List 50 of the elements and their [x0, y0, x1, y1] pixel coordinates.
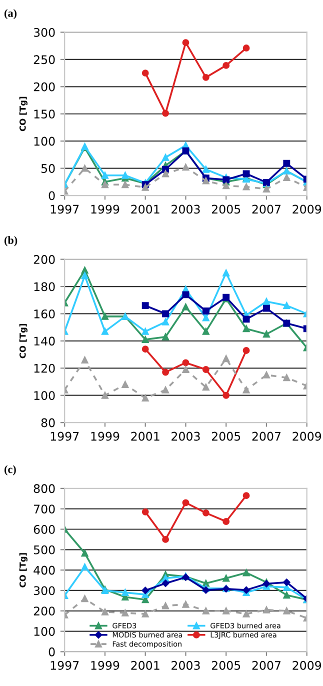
- x-tick-label: 1997: [50, 432, 79, 441]
- y-tick-label: 50: [41, 164, 55, 173]
- y-tick-label: 150: [34, 110, 55, 119]
- y-axis-title: CO [Tg]: [19, 96, 28, 132]
- y-tick-label: 0: [48, 647, 55, 656]
- y-tick-label: 100: [34, 391, 55, 400]
- y-tick-label: 120: [34, 364, 55, 373]
- x-tick-label: 2001: [131, 432, 160, 441]
- y-tick-label: 300: [34, 586, 55, 596]
- chart-title: (a): [4, 9, 17, 20]
- x-tick-label: 2005: [212, 204, 240, 214]
- y-tick-label: 80: [41, 418, 55, 428]
- x-tick-label: 2001: [131, 204, 160, 214]
- x-tick-label: 2005: [212, 432, 240, 441]
- y-tick-label: 0: [48, 191, 55, 200]
- y-tick-label: 100: [34, 627, 55, 636]
- x-tick-label: 2003: [172, 204, 200, 214]
- y-tick-label: 400: [34, 566, 55, 575]
- y-tick-label: 250: [34, 55, 55, 64]
- y-tick-label: 200: [34, 255, 55, 264]
- y-axis-title: CO [Tg]: [19, 324, 28, 358]
- y-tick-label: 700: [34, 504, 55, 514]
- y-tick-label: 800: [34, 484, 55, 494]
- x-tick-label: 2005: [212, 660, 240, 670]
- y-tick-label: 300: [34, 28, 55, 37]
- x-tick-label: 2007: [252, 204, 280, 214]
- x-tick-label: 1999: [91, 432, 120, 441]
- x-tick-label: 2001: [131, 660, 160, 670]
- x-tick-label: 1999: [91, 204, 120, 214]
- x-tick-label: 2009: [292, 660, 322, 670]
- x-tick-label: 1997: [50, 204, 79, 214]
- y-tick-label: 140: [34, 336, 55, 346]
- y-tick-label: 160: [34, 309, 55, 318]
- chart-title: (c): [4, 465, 16, 476]
- y-tick-label: 500: [34, 545, 55, 554]
- y-tick-label: 200: [34, 82, 55, 92]
- x-tick-label: 2009: [292, 204, 322, 214]
- x-tick-label: 2007: [252, 432, 280, 441]
- y-tick-label: 180: [34, 282, 55, 292]
- y-tick-label: 200: [34, 606, 55, 616]
- x-tick-label: 2003: [172, 432, 200, 441]
- x-tick-label: 2009: [292, 432, 322, 441]
- x-tick-label: 2007: [252, 660, 280, 670]
- y-tick-label: 100: [34, 136, 55, 146]
- x-tick-label: 2003: [172, 660, 200, 670]
- y-axis-title: CO [Tg]: [19, 553, 28, 588]
- chart-title: (b): [4, 236, 18, 246]
- y-tick-label: 600: [34, 524, 55, 534]
- x-tick-label: 1997: [50, 660, 79, 670]
- x-tick-label: 1999: [91, 660, 120, 670]
